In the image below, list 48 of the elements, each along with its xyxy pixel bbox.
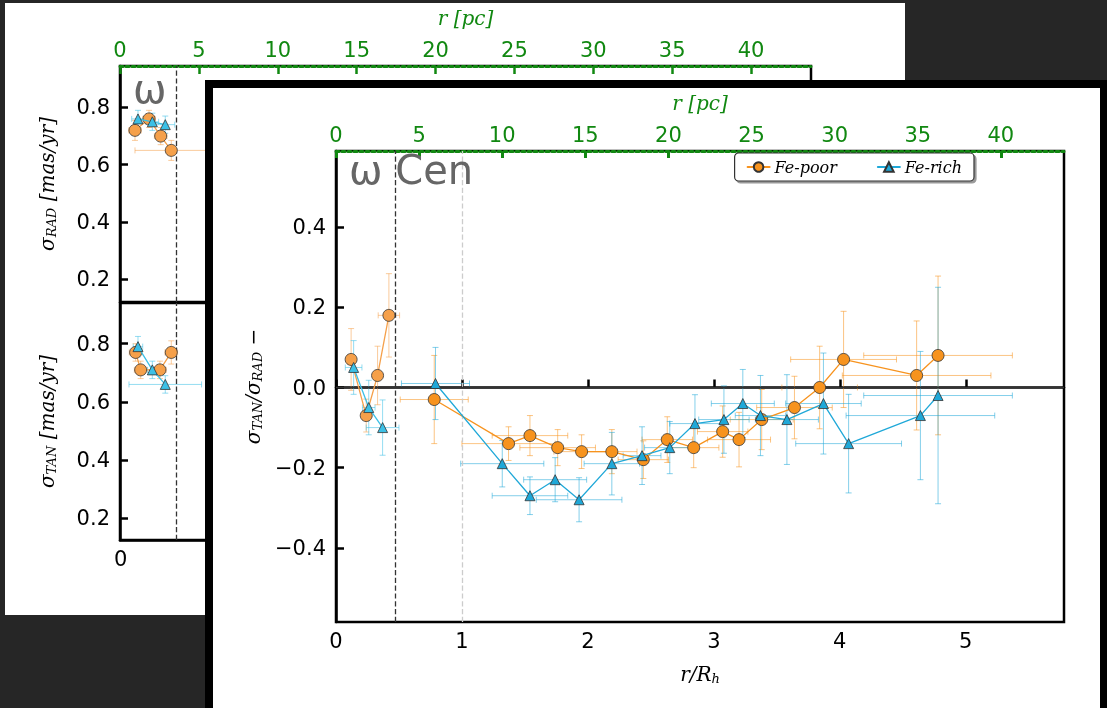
x-tick-label: 0 — [329, 628, 343, 653]
x2-tick-label: 30 — [821, 122, 848, 147]
x2-tick-label: 40 — [987, 122, 1015, 147]
x-tick-label: 2 — [581, 628, 595, 653]
x-tick-label: 30 — [579, 37, 607, 62]
x-tick-label: 15 — [343, 37, 371, 62]
x-tick-label: 25 — [501, 37, 528, 62]
y-tick-label: 0.4 — [76, 209, 110, 234]
x2-tick-label: 15 — [571, 122, 599, 147]
y-tick-label: 0.4 — [76, 448, 110, 473]
y-tick-label: 0.4 — [292, 215, 326, 240]
legend-label: Fe-rich — [903, 157, 963, 177]
x-tick-label: 3 — [707, 628, 721, 653]
y-tick-label: 0.2 — [292, 295, 326, 320]
x2-tick-label: 10 — [488, 122, 516, 147]
x-tick-label: 20 — [422, 37, 449, 62]
y-tick-label: 0.6 — [76, 389, 110, 414]
x2-tick-label: 25 — [738, 122, 765, 147]
y-tick-label: 0.2 — [76, 267, 110, 292]
x2-tick-label: 20 — [655, 122, 682, 147]
x-tick-label: 10 — [264, 37, 292, 62]
y-tick-label: 0.8 — [76, 331, 110, 356]
y-tick-label: 0.8 — [76, 95, 110, 120]
y-tick-label: 0.2 — [76, 506, 110, 531]
y-tick-label: 0.0 — [292, 375, 326, 400]
y-axis-title: σTAN [mas/yr] — [34, 354, 59, 489]
x2-axis-title: r [pc] — [672, 91, 728, 115]
y-tick-label: 0.6 — [76, 152, 110, 177]
x-tick-label: 40 — [737, 37, 765, 62]
x-tick-label: 1 — [455, 628, 469, 653]
y-axis-title: σRAD [mas/yr] — [34, 116, 59, 251]
x-tick-label: 35 — [658, 37, 686, 62]
x-axis-title: r/Rh — [680, 661, 720, 686]
x2-tick-label: 0 — [329, 122, 343, 147]
x-tick-label: 4 — [833, 628, 847, 653]
x2-tick-label: 5 — [412, 122, 426, 147]
y-axis-title: σTAN/σRAD − — [240, 328, 265, 445]
x-tick-label: 5 — [192, 37, 206, 62]
y-tick-label: −0.4 — [275, 535, 326, 560]
chart-title: ω — [133, 66, 167, 112]
legend-label: Fe-poor — [773, 157, 839, 177]
x-axis-title: r [pc] — [437, 6, 494, 30]
x-tick-label: 0 — [113, 37, 127, 62]
text: 0 — [114, 546, 128, 571]
chart-title: ω Cen — [349, 147, 474, 193]
x2-tick-label: 35 — [904, 122, 932, 147]
y-tick-label: −0.2 — [275, 455, 326, 480]
x-tick-label: 5 — [959, 628, 973, 653]
